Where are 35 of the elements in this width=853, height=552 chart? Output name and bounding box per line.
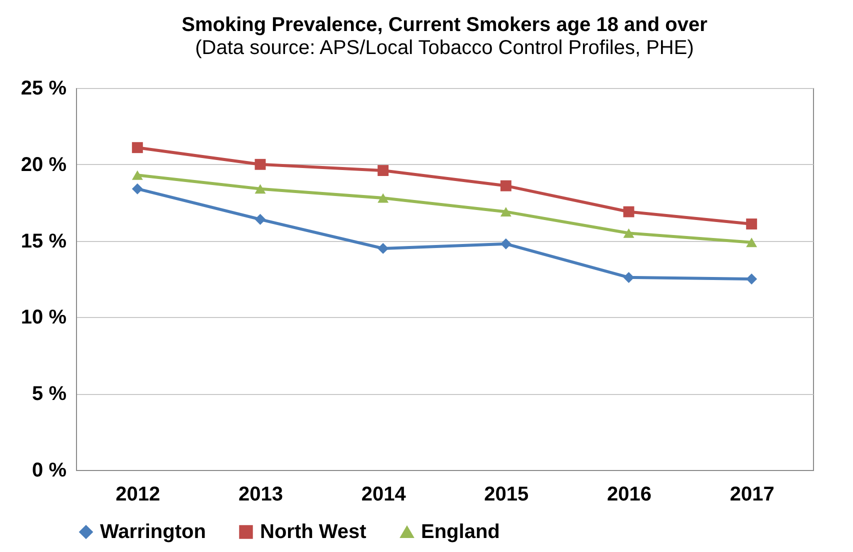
point [254, 214, 266, 225]
point [378, 193, 389, 203]
point [746, 274, 758, 284]
x-tick-label: 2017 [730, 484, 774, 506]
point [623, 206, 634, 218]
x-tick-label: 2014 [361, 484, 407, 506]
y-tick-label: 10 % [20, 306, 67, 329]
x-tick-label: 2016 [607, 484, 652, 506]
point [500, 238, 512, 250]
legend-label: Warrington [100, 521, 206, 543]
point [254, 184, 266, 194]
y-tick-label: 15 % [20, 230, 67, 252]
point [500, 207, 512, 217]
y-tick-label: 0 % [32, 460, 67, 482]
chart-subtitle: (Data source: APS/Local Tobacco Control Profiles, PHE) [195, 37, 694, 59]
point [623, 272, 634, 283]
x-tick-label: 2012 [116, 484, 160, 506]
y-tick-label: 5 % [32, 383, 67, 406]
point [378, 242, 389, 254]
y-tick-label: 20 % [20, 154, 67, 176]
point [254, 158, 266, 170]
x-tick-label: 2015 [484, 484, 529, 506]
point [746, 238, 758, 248]
point [132, 142, 143, 154]
legend-label: North West [260, 521, 367, 543]
chart-title: Smoking Prevalence, Current Smokers age 18 and over [182, 14, 708, 36]
point [623, 228, 634, 238]
point [378, 165, 389, 176]
point [132, 170, 143, 180]
point [500, 180, 512, 192]
point [132, 183, 143, 194]
legend-label: England [421, 521, 500, 543]
point [746, 218, 758, 230]
x-tick-label: 2013 [238, 484, 283, 506]
y-tick-label: 25 % [20, 78, 67, 100]
